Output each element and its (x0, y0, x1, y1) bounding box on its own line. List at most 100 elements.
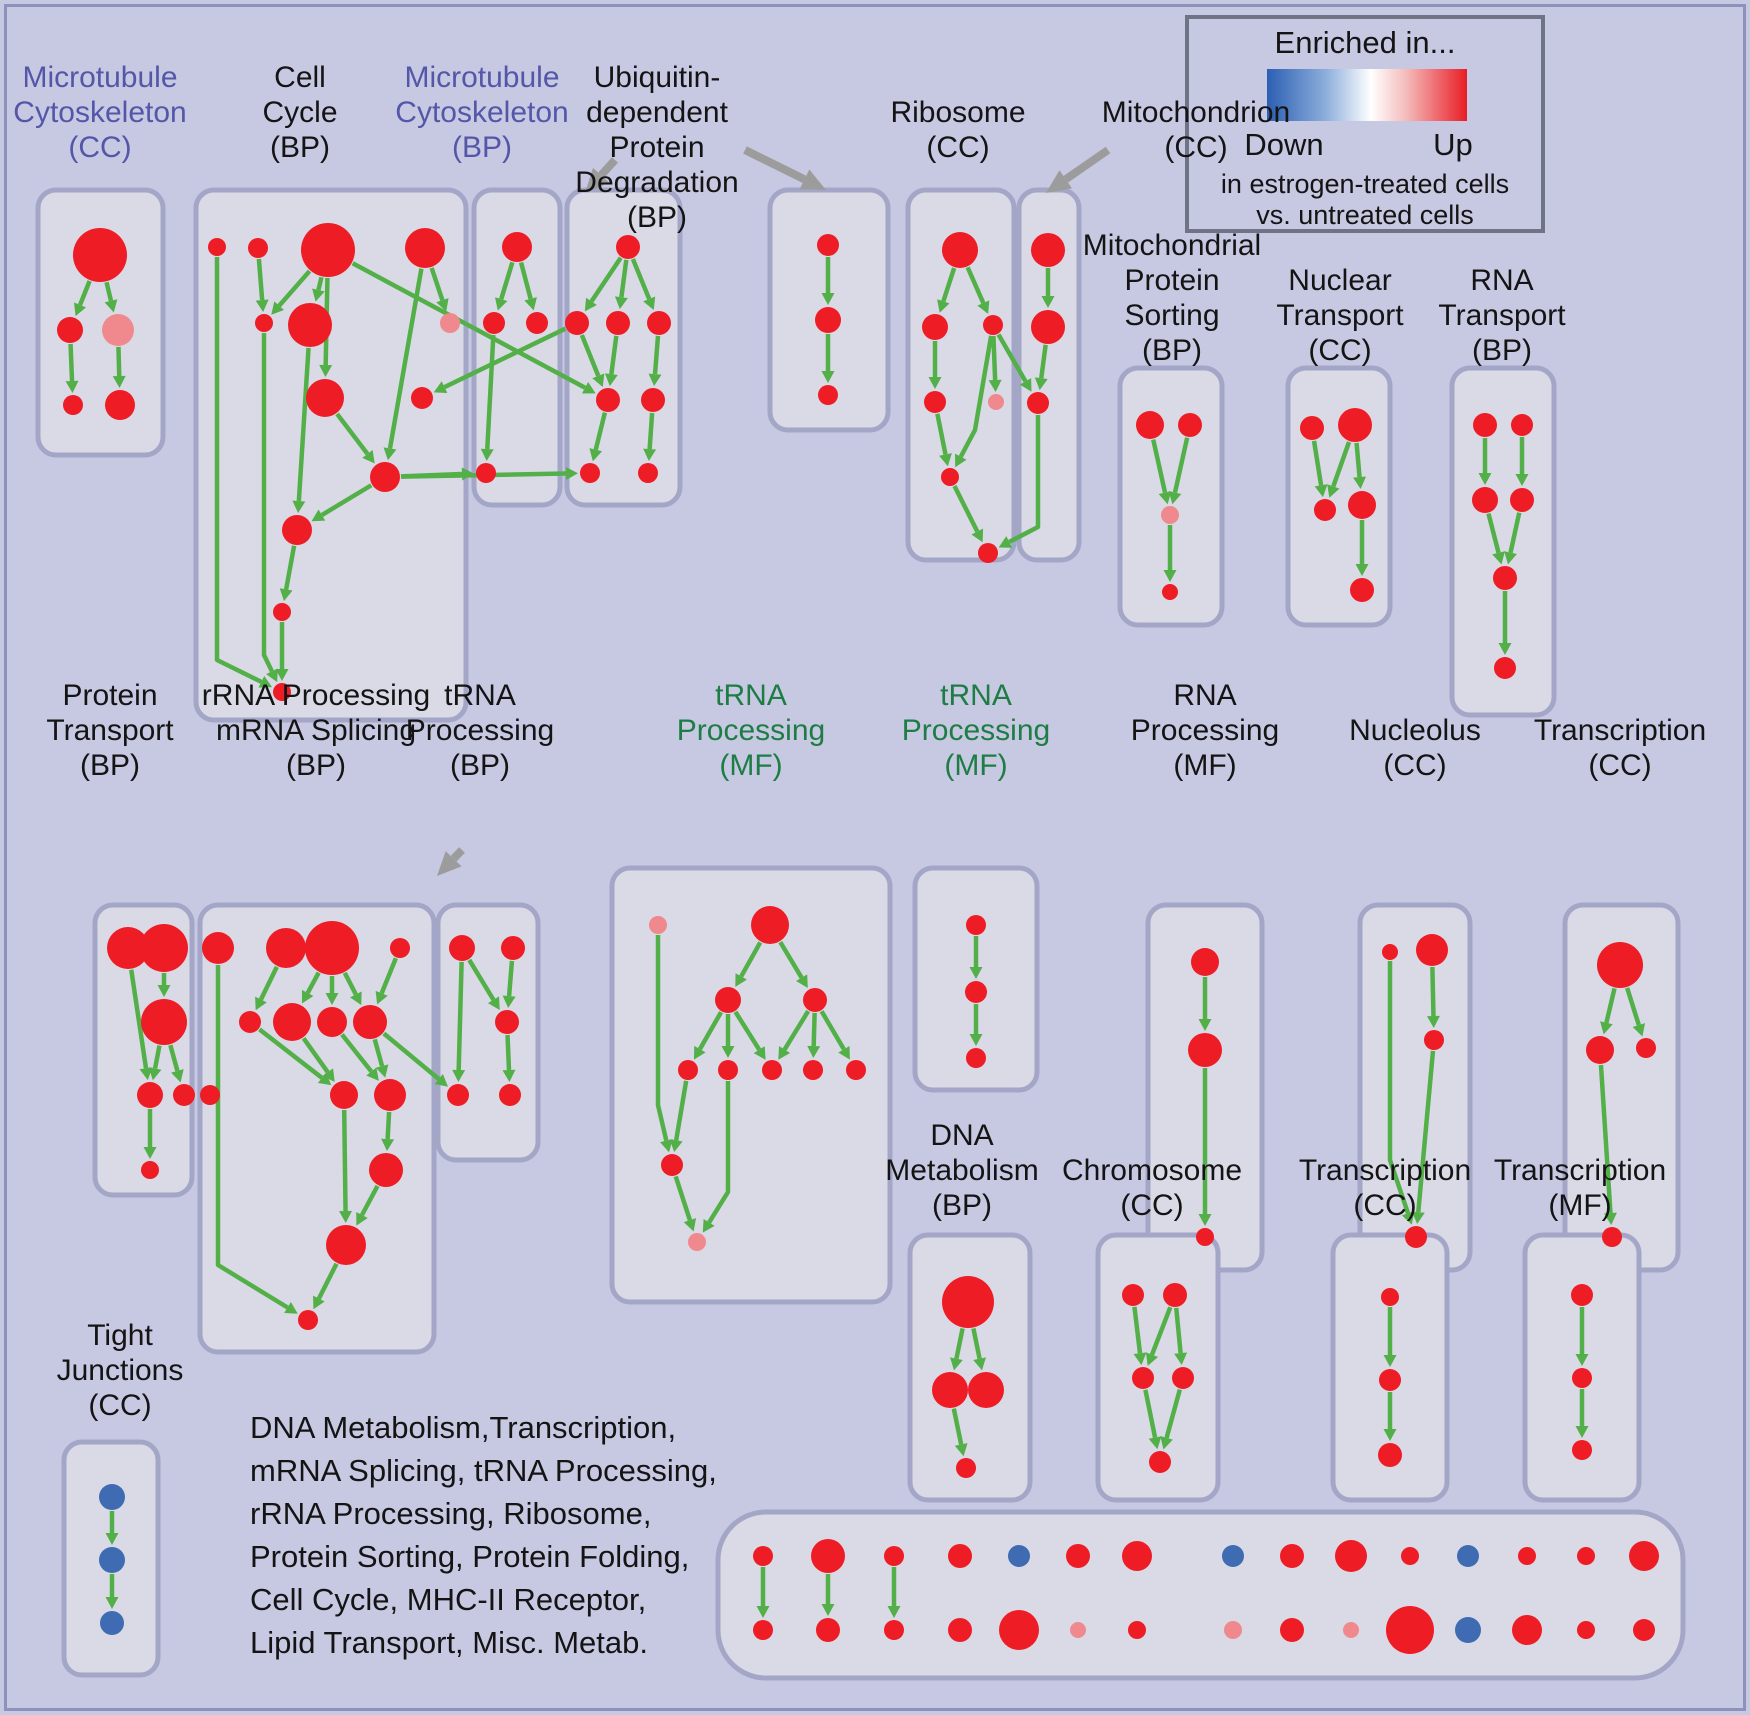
edge-arrowhead (977, 300, 990, 315)
strip-node (1386, 1606, 1434, 1654)
edge-arrowhead (702, 1219, 715, 1233)
edge-rr (340, 1033, 374, 1073)
annotation-text-line: DNA Metabolism,Transcription, (250, 1410, 677, 1445)
edge-arrowhead (988, 379, 1002, 393)
edge-g1 (673, 1080, 689, 1141)
edge-arrowhead (171, 1069, 184, 1083)
edge-arrowhead (1504, 551, 1517, 565)
annotation-text-line: Protein Sorting, Protein Folding, (250, 1539, 690, 1574)
edge-arrowhead (643, 296, 656, 311)
edge-arrowhead (255, 996, 267, 1011)
edge-cc (429, 267, 445, 301)
legend-up-label: Up (1433, 127, 1473, 162)
edge-cc (335, 412, 370, 456)
edge-nt (1331, 441, 1352, 488)
edge-arrowhead (756, 1606, 770, 1618)
node-tb-t2 (501, 936, 525, 960)
edge-mtbp (518, 261, 533, 300)
edge-g1 (733, 1010, 762, 1051)
legend-down-label: Down (1244, 127, 1324, 162)
node-rr-e (239, 1011, 261, 1033)
cluster-label-mito: Mitochondrion (CC) (1101, 96, 1291, 164)
edge-arrowhead (998, 536, 1013, 548)
node-rt-m1 (1472, 487, 1498, 513)
edge-arrowhead (495, 297, 508, 311)
node-rt-t1 (1473, 413, 1497, 437)
edge-mtcc (77, 280, 92, 306)
edge-arrowhead (807, 1045, 821, 1059)
edge-arrowhead (317, 1072, 332, 1086)
cross-edge (382, 1031, 441, 1081)
edge-arrowhead (313, 1295, 325, 1310)
strip-node (948, 1618, 972, 1642)
node-pt-T2 (140, 924, 188, 972)
strip-node (1280, 1544, 1304, 1568)
node-rr-a (202, 932, 234, 964)
node-mtcc-b (57, 317, 83, 343)
node-tb-b0 (447, 1084, 469, 1106)
node-mtcc-d (63, 395, 83, 415)
edge-cc (316, 276, 324, 291)
edge-arrowhead (969, 1034, 983, 1046)
edge-arrowhead (950, 1357, 963, 1371)
node-cc-n4 (405, 228, 445, 268)
node-rib-cv (941, 468, 959, 486)
node-mito-mm (1031, 310, 1065, 344)
pointer-arrowhead (799, 169, 826, 190)
edge-pt (152, 1045, 162, 1069)
node-cc-n3 (301, 223, 355, 277)
node-mtbp-top (502, 232, 532, 262)
annotation-text-line: Cell Cycle, MHC-II Receptor, (250, 1582, 647, 1617)
node-g1-mR (803, 988, 827, 1012)
edge-arrowhead (1355, 564, 1369, 576)
node-cc-n1 (208, 238, 226, 256)
node-pt-L2 (173, 1084, 195, 1106)
edge-rr (258, 965, 279, 1001)
node-zm-a (1571, 1284, 1593, 1306)
strip-node (1512, 1615, 1542, 1645)
edge-arrowhead (258, 676, 273, 688)
edge-rr (305, 971, 321, 995)
cluster-label-g2: tRNA Processing (MF) (901, 679, 1051, 782)
node-zm-c (1572, 1440, 1592, 1460)
edge-xc (1604, 987, 1617, 1024)
edge-arrowhead (148, 1067, 162, 1081)
edge-arrowhead (266, 668, 278, 683)
strip-node (1577, 1547, 1595, 1565)
edge-rr (385, 1111, 392, 1140)
strip-node (1455, 1617, 1481, 1643)
edge-arrowhead (1163, 570, 1177, 582)
strip-node (1401, 1547, 1419, 1565)
edge-arrowhead (279, 588, 293, 602)
edge-arrowhead (502, 1069, 516, 1083)
pointer-arrow (1063, 146, 1111, 183)
edge-rr (301, 1036, 330, 1074)
edge-rr (316, 1262, 339, 1300)
edge-arrowhead (973, 1357, 986, 1371)
node-yc-a (1381, 1288, 1399, 1306)
edge-rib (958, 335, 994, 458)
edge-arrowhead (339, 1210, 353, 1224)
edge-mtbp (485, 334, 496, 450)
node-rib-mR (983, 315, 1003, 335)
edge-arrowhead (1133, 1352, 1147, 1366)
cluster-label-tj: Tight Junctions (CC) (56, 1319, 184, 1422)
cluster-label-mtbp: Microtubule Cytoskeleton (BP) (395, 61, 569, 164)
cross-edge (443, 326, 567, 390)
edge-tb (505, 1034, 512, 1071)
edge-g1 (778, 940, 804, 979)
node-ubiB-u3 (818, 385, 838, 405)
node-cc-n2 (248, 238, 268, 258)
edge-arrowhead (487, 996, 500, 1011)
node-ubiA-m1 (565, 311, 589, 335)
edge-ch (1164, 1388, 1183, 1439)
edge-ch (1149, 1306, 1173, 1356)
node-cc-n6 (288, 303, 332, 347)
node-g1-r2 (718, 1060, 738, 1080)
edge-arrowhead (1353, 476, 1367, 490)
gray-arrows-layer (437, 146, 1111, 876)
edge-arrowhead (1198, 1214, 1212, 1226)
edge-arrowhead (1478, 473, 1492, 485)
edge-tb (456, 961, 464, 1071)
node-mtbp-bot (476, 463, 496, 483)
